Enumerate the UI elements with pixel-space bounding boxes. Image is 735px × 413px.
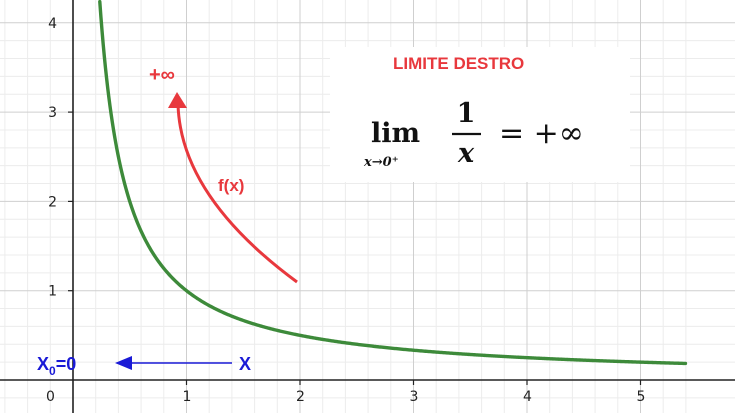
lim-operator: lim bbox=[371, 118, 420, 149]
formula-background bbox=[330, 47, 630, 182]
x-tick-label: 4 bbox=[523, 389, 532, 405]
y-tick-label: 3 bbox=[48, 105, 57, 121]
x-tick-label: 5 bbox=[637, 389, 646, 405]
y-tick-label: 2 bbox=[48, 194, 57, 210]
blue-arrow-annotation: X0=0 X bbox=[37, 354, 251, 378]
fx-label: f(x) bbox=[218, 176, 244, 195]
lim-subscript: x→0⁺ bbox=[363, 155, 399, 170]
formula-rhs: = +∞ bbox=[499, 116, 584, 151]
curve-layer bbox=[98, 0, 688, 366]
x-tick-label: 2 bbox=[296, 389, 305, 405]
x-tick-label: 0 bbox=[46, 389, 55, 405]
red-arrow-annotation: +∞ f(x) bbox=[149, 64, 298, 284]
y-tick-label-partial: 4 bbox=[48, 16, 57, 32]
plus-infinity-label: +∞ bbox=[149, 64, 175, 86]
arc-arrowhead bbox=[168, 92, 187, 108]
formula-box: LIMITE DESTRO lim x→0⁺ 1 x = +∞ bbox=[330, 47, 630, 182]
tick-labels: 0 1 2 3 4 5 1 2 3 4 bbox=[46, 16, 645, 405]
x-tick-label: 1 bbox=[183, 389, 192, 405]
chart-title: LIMITE DESTRO bbox=[393, 54, 524, 73]
fraction-numerator: 1 bbox=[457, 98, 476, 129]
x0-subscript: 0 bbox=[49, 364, 56, 378]
x0-label: X0=0 bbox=[37, 354, 76, 378]
x-tick-label: 3 bbox=[410, 389, 419, 405]
x0-main: X bbox=[37, 354, 49, 374]
blue-arrowhead bbox=[115, 356, 132, 370]
x-label: X bbox=[239, 354, 251, 374]
curve-1-over-x bbox=[98, 0, 688, 366]
x0-rest: =0 bbox=[56, 354, 77, 374]
fraction-denominator: x bbox=[457, 138, 475, 169]
approach-arc bbox=[176, 103, 298, 284]
y-tick-label: 1 bbox=[48, 284, 57, 300]
